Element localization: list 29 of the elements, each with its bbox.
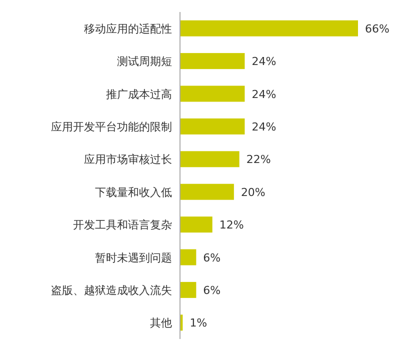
- bar: [180, 249, 196, 266]
- bar: [180, 216, 212, 233]
- y-tick-label: 盗版、越狱造成收入流失: [51, 284, 172, 297]
- data-label: 24%: [252, 88, 276, 101]
- y-tick-label: 应用市场审核过长: [84, 153, 172, 166]
- y-tick-label: 移动应用的适配性: [84, 22, 172, 36]
- bar: [180, 184, 234, 200]
- data-label: 24%: [252, 120, 276, 134]
- y-tick-label: 应用开发平台功能的限制: [51, 120, 172, 134]
- bar: [180, 20, 358, 36]
- y-tick-label: 其他: [150, 316, 172, 330]
- data-label: 66%: [365, 22, 390, 36]
- data-label: 20%: [240, 186, 266, 199]
- bar: [180, 118, 245, 134]
- y-tick-label: 测试周期短: [117, 55, 172, 68]
- data-label: 12%: [219, 218, 244, 232]
- data-label: 6%: [203, 284, 221, 297]
- y-tick-label: 下载量和收入低: [95, 186, 172, 199]
- y-tick-label: 暂时未遇到问题: [95, 251, 172, 264]
- bar: [180, 86, 245, 102]
- bar: [180, 282, 196, 298]
- bar: [180, 53, 245, 70]
- data-label: 22%: [246, 153, 271, 166]
- data-label: 6%: [203, 251, 221, 264]
- y-tick-label: 开发工具和语言复杂: [73, 218, 172, 232]
- y-tick-label: 推广成本过高: [106, 88, 172, 101]
- bar: [180, 151, 240, 168]
- data-label: 1%: [190, 316, 208, 330]
- data-label: 24%: [252, 55, 276, 68]
